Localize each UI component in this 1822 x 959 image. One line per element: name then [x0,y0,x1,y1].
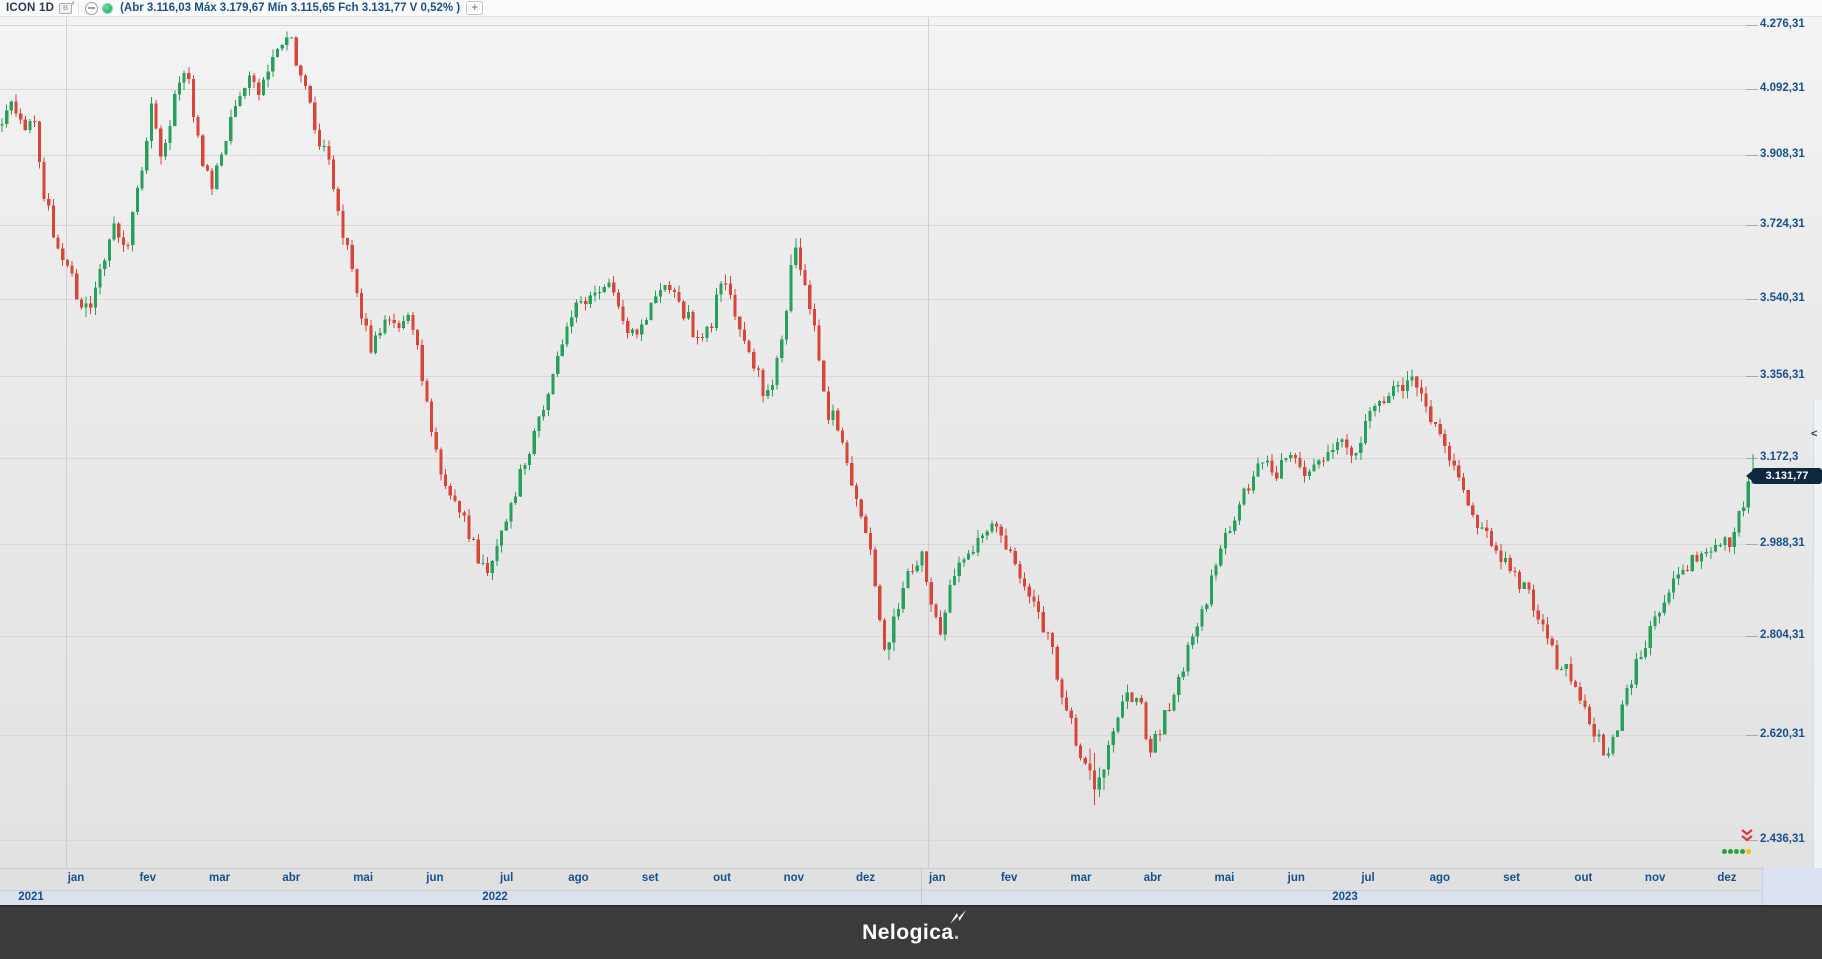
data-status-dots [1722,849,1751,854]
price-gridline [0,734,1748,736]
month-label: jul [1361,872,1375,884]
month-label: out [713,872,731,884]
price-axis-tick [1746,457,1758,459]
month-label: fev [139,872,157,884]
status-dot-green [1722,849,1727,854]
month-label: jun [1287,872,1305,884]
platform-footer: Nelogica. [0,905,1822,959]
status-dot-yellow [1746,849,1751,854]
price-gridline [0,155,1748,157]
price-gridline [0,457,1748,459]
nelogica-logo: Nelogica. [862,910,966,945]
price-axis-tick [1746,544,1758,546]
price-axis-label: 3.356,31 [1760,368,1805,381]
price-axis-tick [1746,636,1758,638]
price-axis-tick [1746,734,1758,736]
price-axis-label: 2.436,31 [1760,833,1805,845]
month-label: jul [499,872,514,884]
panel-expand-arrow-icon[interactable]: < [1811,428,1818,440]
month-label: jan [67,872,85,884]
price-axis-label: 3.908,31 [1760,148,1805,161]
month-label: mar [1070,872,1092,884]
price-gridline [0,544,1748,546]
time-axis[interactable]: jan fev mar abr mai jun jul ago set out nov dez jan f… [0,868,1822,905]
month-label: fev [1000,872,1018,884]
price-axis-label: 3.540,31 [1760,291,1805,304]
logo-flash-icon [949,910,966,924]
logo-dot: . [953,921,960,944]
month-label: set [1503,872,1520,884]
year-label: 2023 [1332,891,1358,903]
price-axis-tick [1746,155,1758,157]
month-label: abr [1143,872,1162,884]
collapsed-side-panel-strip[interactable] [1813,400,1822,868]
chart-header-bar: ICON 1D B (Abr 3.116,03 Máx 3.179,67 Mín… [0,0,1822,17]
price-axis-label: 3.172,3 [1760,450,1799,463]
months-band[interactable]: jan fev mar abr mai jun jul ago set out nov dez jan f… [0,868,1822,890]
month-label: jan [929,872,946,884]
candlestick-chart-area[interactable]: 4.276,31 4.092,31 3.908,31 3.724,31 3.540,31… [0,0,1822,868]
collapse-indicator-icon[interactable] [85,1,99,15]
month-label: set [641,872,659,884]
add-indicator-button[interactable]: + [466,1,484,15]
price-gridline [0,225,1748,227]
year-boundary-divider [921,868,922,905]
month-label: ago [1429,872,1451,884]
status-dot-green [1734,849,1739,854]
month-label: jun [426,872,444,884]
month-label: mai [1214,872,1235,884]
year-gridline [66,0,67,868]
price-axis-tick [1746,375,1758,377]
header-divider [78,2,80,14]
price-axis-tick [1746,840,1758,841]
price-gridline [0,25,1748,26]
status-dot-green [1728,849,1733,854]
price-axis-label: 2.804,31 [1760,629,1805,642]
month-label: nov [783,872,805,884]
price-gridline [0,636,1748,638]
chart-tag-icon[interactable]: B [59,2,73,14]
status-dot-green [1740,849,1745,854]
price-axis-label: 2.620,31 [1760,727,1805,740]
candlestick-series [0,31,1755,806]
price-axis-tick [1746,225,1758,227]
month-label: out [1574,872,1593,884]
price-gridline [0,375,1748,377]
symbol-timeframe-title: ICON 1D [6,2,54,14]
month-label: abr [282,872,301,884]
price-gridline [0,298,1748,300]
price-axis-label: 2.988,31 [1760,537,1805,550]
axis-corner-panel [1762,868,1822,905]
connection-status-icon [102,2,114,14]
price-axis-label: 3.724,31 [1760,218,1805,231]
year-label: 2022 [482,891,508,903]
year-gridline [928,0,929,868]
month-label: dez [855,872,876,884]
month-label: mai [353,872,374,884]
price-axis-tick [1746,298,1758,300]
month-label: ago [568,872,589,884]
years-band[interactable]: 2021 2022 2023 [0,890,1822,905]
ohlc-summary: (Abr 3.116,03 Máx 3.179,67 Mín 3.115,65 … [120,2,461,14]
symbol-label: ICON [6,2,36,14]
timeframe-label: 1D [38,2,55,14]
year-label: 2021 [18,891,44,903]
price-axis-tick [1746,25,1758,26]
price-axis-label: 4.276,31 [1760,18,1805,30]
price-gridline [0,88,1748,90]
month-label: dez [1717,872,1737,884]
month-label: mar [208,872,231,884]
scroll-to-latest-icon[interactable] [1739,828,1755,844]
price-axis-label: 4.092,31 [1760,81,1805,94]
last-price-tag: 3.131,77 [1746,468,1822,484]
price-gridline [0,840,1748,841]
price-axis-tick [1746,88,1758,90]
month-label: nov [1644,872,1666,884]
logo-text: Nelogica [862,921,954,944]
